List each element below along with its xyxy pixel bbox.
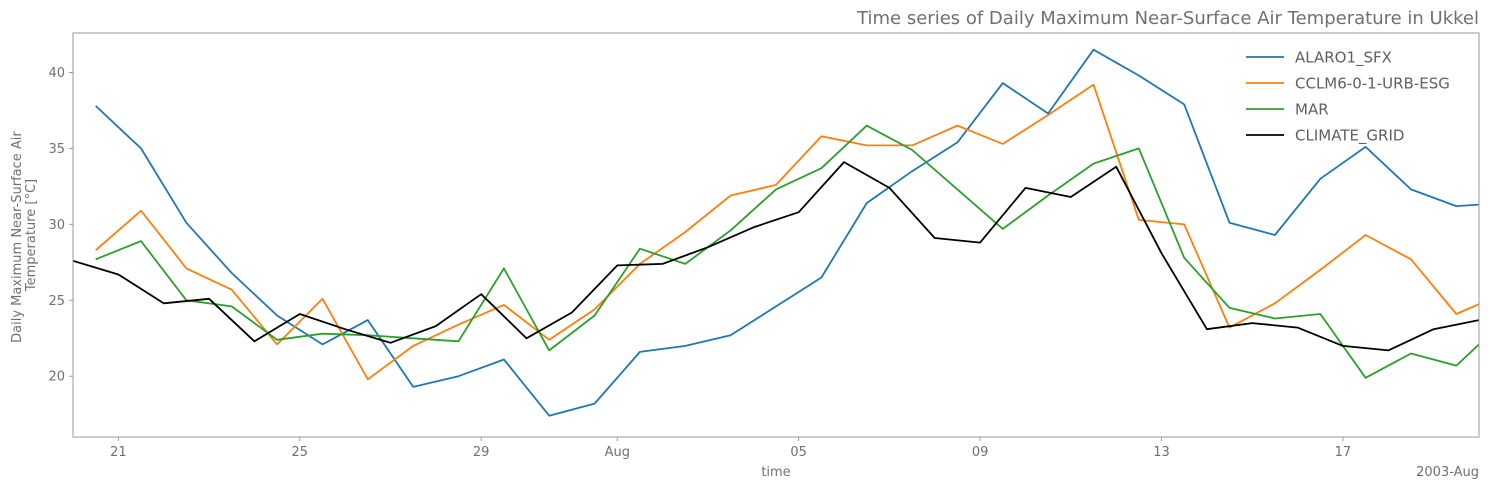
x-axis: 21 25 29 Aug 05 09 13 17: [110, 437, 1351, 460]
y-tick-label: 20: [48, 370, 65, 385]
x-tick-label: 09: [972, 445, 989, 460]
legend: ALARO1_SFX CCLM6-0-1-URB-ESG MAR CLIMATE_GR…: [1246, 49, 1450, 146]
legend-label: CLIMATE_GRID: [1295, 127, 1404, 146]
series-line-1: [95, 48, 1479, 417]
y-tick-label: 30: [48, 218, 65, 233]
legend-label: CCLM6-0-1-URB-ESG: [1295, 75, 1450, 93]
x-axis-title: time: [761, 465, 790, 480]
plot-frame: [72, 32, 1480, 438]
series-group: [73, 48, 1479, 417]
legend-label: MAR: [1295, 101, 1329, 119]
y-axis: 20 25 30 35 40: [48, 66, 73, 385]
y-tick-label: 25: [48, 294, 65, 309]
x-offset-label: 2003-Aug: [1416, 465, 1479, 480]
series-line-3: [95, 124, 1479, 379]
x-tick-label: 21: [110, 445, 127, 460]
x-tick-label: Aug: [605, 445, 630, 460]
y-tick-label: 40: [48, 66, 65, 81]
y-axis-title-line-2: Temperature [°C]: [24, 179, 39, 292]
x-tick-label: 05: [790, 445, 807, 460]
y-axis-title: Daily Maximum Near-Surface Air Temperatu…: [10, 127, 39, 343]
y-axis-title-line-1: Daily Maximum Near-Surface Air: [10, 131, 25, 343]
series-line-4: [73, 161, 1479, 352]
x-tick-label: 17: [1335, 445, 1352, 460]
legend-label: ALARO1_SFX: [1295, 49, 1392, 68]
x-tick-label: 29: [473, 445, 490, 460]
chart-title: Time series of Daily Maximum Near-Surfac…: [856, 8, 1479, 29]
y-tick-label: 35: [48, 142, 65, 157]
x-tick-label: 25: [292, 445, 309, 460]
series-line-2: [95, 83, 1479, 381]
x-tick-label: 13: [1153, 445, 1170, 460]
